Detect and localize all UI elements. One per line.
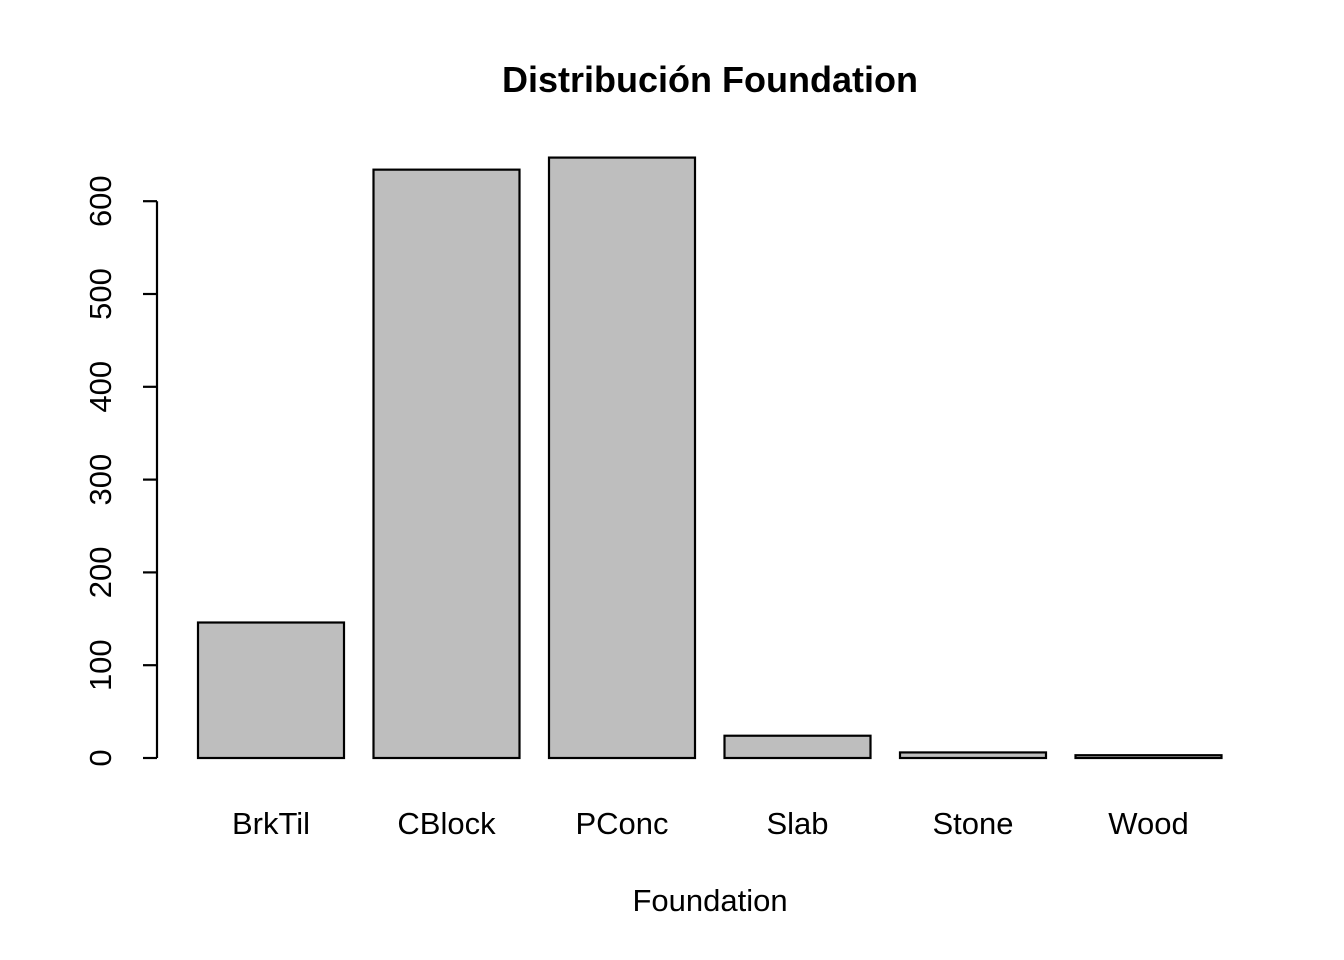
bar-wood bbox=[1074, 754, 1223, 760]
x-tick-label-slab: Slab bbox=[766, 806, 828, 841]
bar-pconc bbox=[547, 156, 697, 760]
y-axis: 0 100 200 300 400 500 600 bbox=[83, 175, 159, 767]
y-tick-label-300: 300 bbox=[83, 454, 118, 506]
y-tick-label-400: 400 bbox=[83, 361, 118, 413]
bar-cblock bbox=[372, 168, 521, 760]
chart-title: Distribución Foundation bbox=[502, 59, 918, 100]
x-tick-label-cblock: CBlock bbox=[397, 806, 496, 841]
x-category-labels: BrkTil CBlock PConc Slab Stone Wood bbox=[232, 806, 1189, 841]
x-tick-label-wood: Wood bbox=[1108, 806, 1188, 841]
y-tick-label-0: 0 bbox=[83, 749, 118, 766]
bar-slab bbox=[723, 734, 872, 760]
bar-brktil bbox=[196, 621, 346, 760]
y-tick-label-200: 200 bbox=[83, 547, 118, 599]
bars-group bbox=[196, 156, 1223, 760]
bar-stone bbox=[898, 751, 1048, 760]
x-tick-label-brktil: BrkTil bbox=[232, 806, 310, 841]
y-tick-label-100: 100 bbox=[83, 639, 118, 691]
y-tick-label-600: 600 bbox=[83, 175, 118, 227]
y-tick-label-500: 500 bbox=[83, 268, 118, 320]
x-axis-label: Foundation bbox=[632, 883, 787, 918]
x-tick-label-pconc: PConc bbox=[575, 806, 668, 841]
x-tick-label-stone: Stone bbox=[932, 806, 1013, 841]
